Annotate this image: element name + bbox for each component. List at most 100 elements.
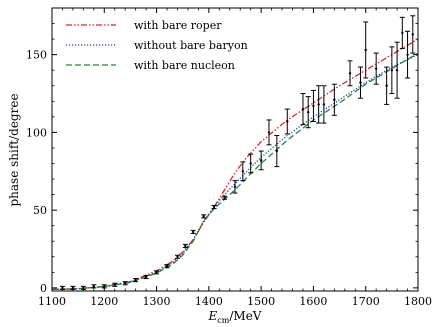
point-marker (191, 230, 195, 234)
data-point (201, 214, 207, 219)
point-marker (286, 120, 289, 123)
data-point (363, 21, 369, 79)
point-marker (82, 286, 85, 290)
y-tick-label: 50 (33, 204, 47, 217)
plot-frame (51, 7, 419, 292)
point-marker (348, 72, 352, 75)
point-marker (61, 286, 64, 290)
data-point (258, 150, 264, 171)
data-point (248, 153, 254, 174)
point-marker (359, 81, 362, 84)
data-point (316, 85, 322, 124)
point-marker (301, 107, 305, 111)
y-tick-label: 150 (26, 49, 47, 62)
point-marker (165, 264, 169, 268)
x-tick-label: 1600 (299, 295, 327, 308)
data-point (232, 180, 238, 194)
point-marker (267, 131, 271, 134)
data-point (357, 66, 363, 99)
data-point (274, 135, 280, 168)
series-line-2 (51, 52, 419, 291)
data-point (373, 52, 379, 85)
series-line-1 (51, 54, 419, 291)
point-marker (71, 286, 75, 290)
y-axis-title: phase shift/degree (7, 93, 21, 206)
x-axis-title: Ecm/MeV (208, 309, 262, 325)
x-tick-label: 1700 (352, 295, 380, 308)
point-marker (233, 185, 237, 189)
data-point (266, 119, 272, 146)
point-marker (176, 255, 179, 258)
data-point (182, 243, 188, 248)
data-point (321, 85, 327, 124)
legend: with bare roper without bare baryon with b… (66, 19, 248, 72)
point-marker (374, 67, 378, 70)
data-point (284, 108, 290, 135)
point-marker (312, 104, 315, 108)
y-tick-label: 100 (26, 126, 47, 139)
point-marker (411, 33, 414, 36)
data-point (240, 161, 246, 182)
data-point (190, 229, 196, 234)
point-marker (223, 196, 226, 199)
point-marker (406, 53, 409, 56)
data-point (164, 264, 170, 269)
data-point (211, 204, 217, 210)
data-point (331, 83, 337, 116)
point-marker (124, 282, 127, 285)
point-marker (202, 215, 205, 218)
point-marker (113, 283, 116, 286)
data-point (91, 284, 97, 289)
point-marker (249, 162, 252, 165)
x-tick-label: 1800 (404, 295, 432, 308)
x-tick-label: 1300 (143, 295, 171, 308)
point-marker (275, 149, 279, 153)
data-point (384, 66, 390, 105)
point-marker (144, 275, 148, 279)
series-curves (51, 38, 419, 291)
data-point (399, 16, 405, 49)
point-marker (401, 31, 404, 35)
data-point (174, 254, 180, 259)
legend-label-2: with bare nucleon (134, 59, 235, 72)
x-tick-label: 1500 (247, 295, 275, 308)
x-tick-label: 1200 (90, 295, 118, 308)
point-marker (134, 278, 137, 282)
point-marker (241, 170, 245, 173)
y-tick-label: 0 (40, 282, 47, 295)
data-point (305, 96, 311, 129)
data-point (347, 60, 353, 87)
point-marker (364, 48, 367, 52)
point-marker (184, 244, 187, 248)
point-marker (395, 68, 399, 72)
point-marker (259, 159, 263, 162)
point-marker (333, 98, 336, 101)
data-point (133, 278, 139, 283)
data-point (410, 15, 416, 54)
data-point (112, 282, 118, 287)
point-marker (155, 271, 158, 274)
x-tick-label: 1400 (195, 295, 223, 308)
point-marker (317, 103, 320, 106)
point-marker (385, 84, 388, 87)
point-marker (390, 68, 394, 72)
data-point (405, 30, 411, 79)
data-point (122, 281, 128, 286)
series-line-0 (51, 38, 419, 291)
x-tick-label: 1100 (38, 295, 66, 308)
axis-ticks: 1100 1200 1300 1400 1500 1600 1700 1800 0 50 100 15… (26, 8, 432, 308)
data-point (222, 195, 228, 200)
data-point (389, 46, 395, 95)
data-point (300, 93, 306, 126)
legend-label-0: with bare roper (134, 19, 222, 32)
point-marker (92, 285, 96, 288)
legend-label-1: without bare baryon (134, 39, 248, 52)
point-marker (307, 110, 310, 114)
data-point (310, 89, 316, 123)
point-marker (322, 103, 326, 106)
data-point (154, 270, 160, 275)
data-point (394, 41, 400, 99)
data-point (143, 274, 149, 280)
data-points-with-error-bars (59, 15, 416, 290)
